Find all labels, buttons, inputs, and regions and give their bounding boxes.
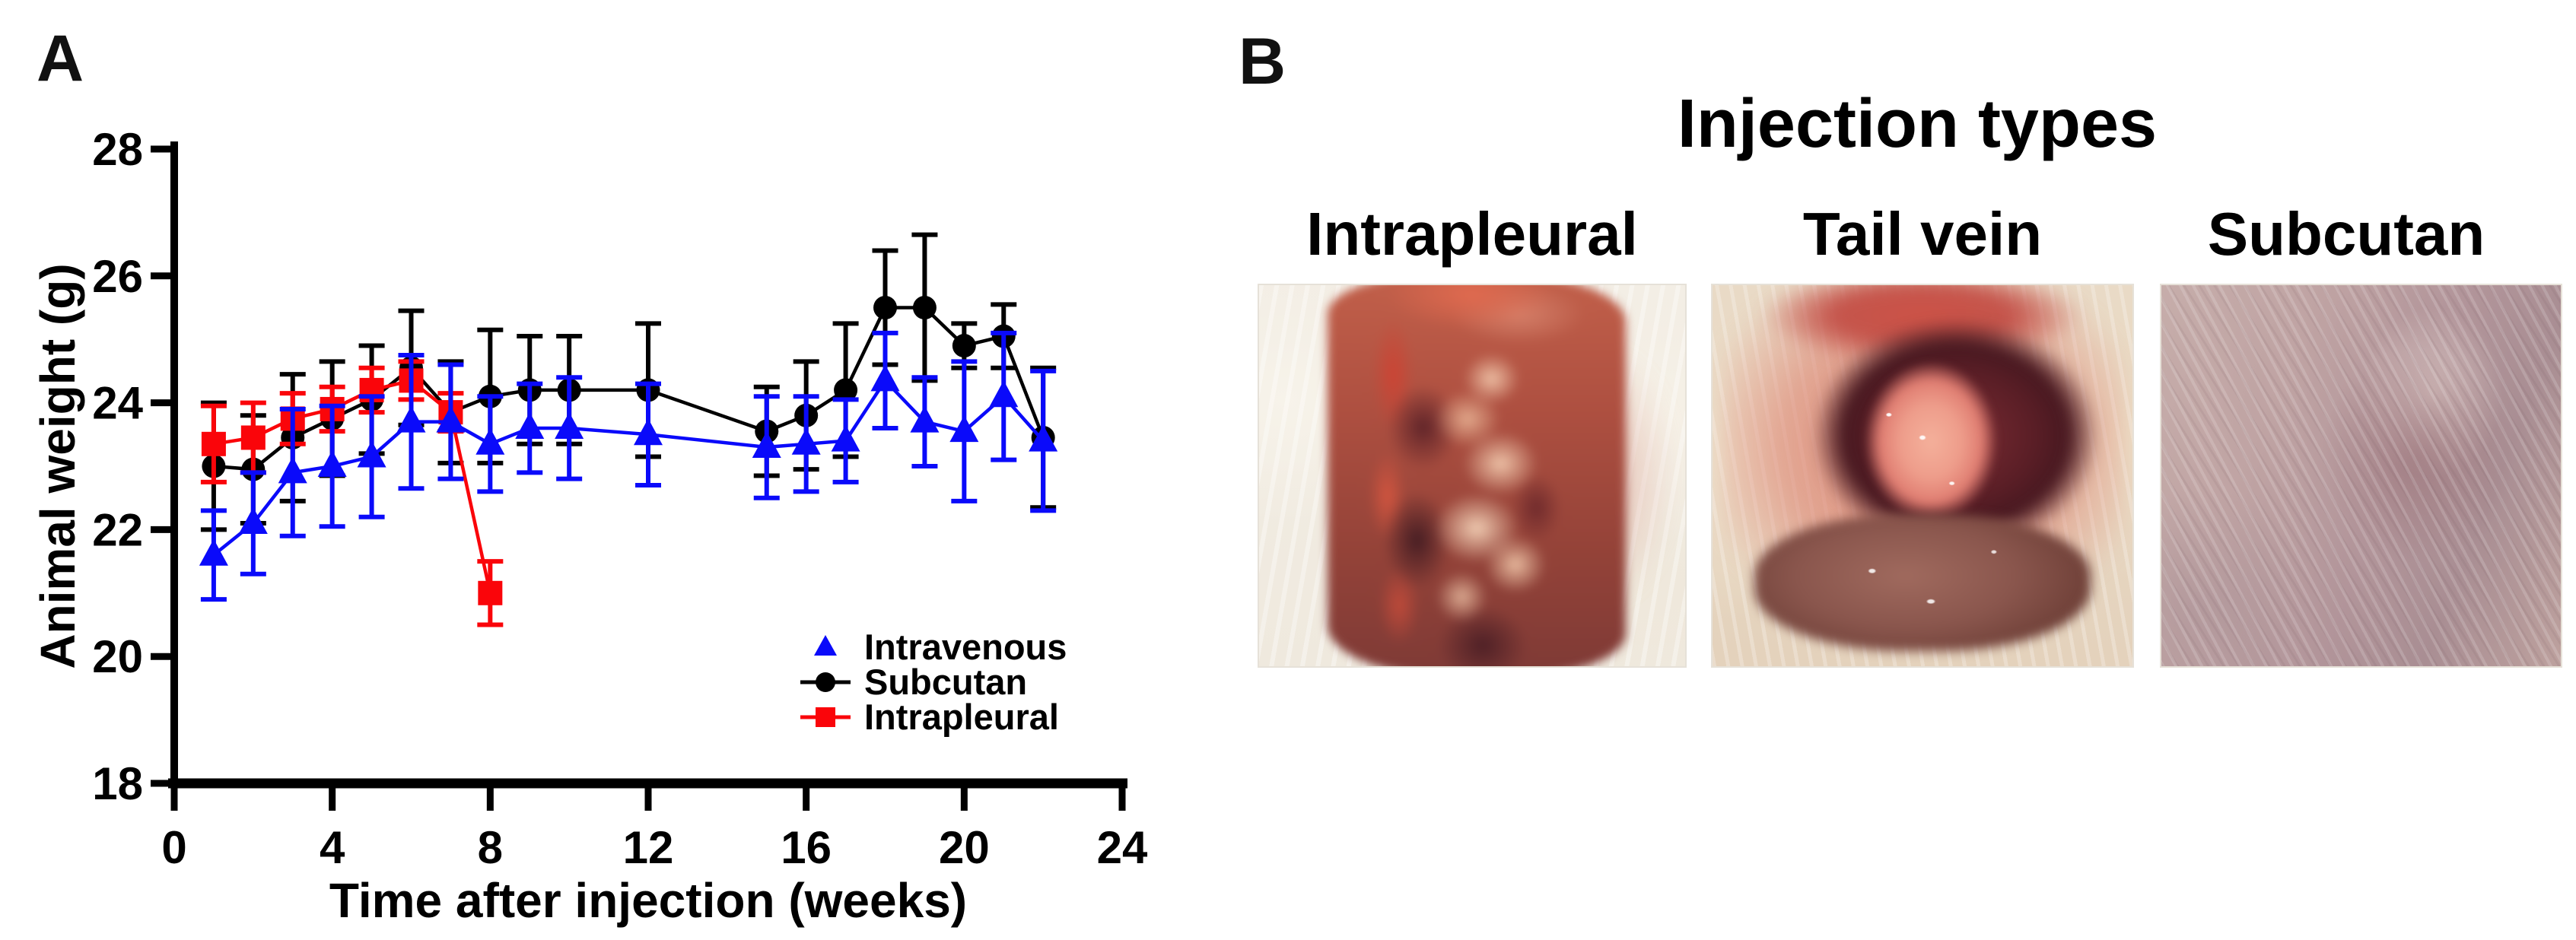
series-subcutan [200,232,1057,532]
triangle-marker [357,440,386,468]
circle-marker [873,296,897,319]
triangle-marker [317,450,347,477]
triangle-marker [238,507,268,535]
panel-b-label: B [1239,25,1286,98]
y-tick-label: 26 [92,251,143,302]
triangle-marker [1029,424,1058,452]
triangle-marker [396,405,426,433]
circle-marker [834,378,858,402]
triangle-marker [436,405,466,433]
x-tick-label: 8 [478,822,503,873]
x-tick-label: 24 [1097,822,1148,873]
square-legend-icon [800,707,851,727]
y-axis-title: Animal weight (g) [30,263,85,668]
triangle-marker [791,427,821,455]
triangle-marker [870,364,900,392]
legend-label-intravenous: Intravenous [864,627,1067,667]
triangle-marker [199,538,228,566]
triangle-marker [278,456,307,484]
injection-types-title: Injection types [1677,86,2158,162]
legend-label-subcutan: Subcutan [864,662,1028,702]
triangle-marker [475,427,505,455]
square-marker [478,580,503,605]
photo-tail-vein [1711,284,2134,668]
y-tick-label: 28 [92,124,143,175]
legend-entry-intravenous: Intravenous [797,627,1067,667]
triangle-marker [515,411,545,439]
x-tick-label: 20 [939,822,990,873]
x-tick-label: 0 [161,822,186,873]
circle-legend-icon [800,672,851,692]
circle-marker [912,296,937,319]
triangle-marker [634,418,663,446]
photo-label-subcutan: Subcutan [2207,200,2485,268]
x-tick-label: 4 [320,822,345,873]
y-tick-label: 24 [92,378,143,429]
triangle-marker [555,411,584,439]
y-tick-label: 18 [92,758,143,809]
triangle-marker [949,415,979,443]
photo-intrapleural [1258,284,1687,668]
x-tick-label: 12 [623,822,674,873]
chart-legend: Intravenous Subcutan Intrapleural [797,627,1067,737]
triangle-marker [910,405,940,433]
wet-highlights [1713,285,2132,666]
triangle-legend-icon [814,635,837,656]
series-intravenous [199,330,1058,602]
triangle-marker [752,430,781,458]
square-marker [201,431,226,456]
photo-label-intrapleural: Intrapleural [1306,200,1638,268]
panel-a-label: A [37,22,84,95]
legend-entry-intrapleural: Intrapleural [797,697,1067,737]
legend-entry-subcutan: Subcutan [797,662,1067,702]
square-marker [240,425,266,450]
y-tick-label: 22 [92,504,143,555]
y-tick-label: 20 [92,631,143,682]
tumor-tissue-strip [1327,285,1626,666]
weight-line-chart: 18 20 22 24 26 28 0 4 8 12 16 20 24 Time after inject… [30,124,1148,928]
x-tick-label: 16 [781,822,832,873]
x-axis-title: Time after injection (weeks) [329,873,967,928]
photo-subcutan [2160,284,2562,668]
series-intrapleural [200,359,504,627]
triangle-marker [989,380,1019,408]
legend-label-intrapleural: Intrapleural [864,697,1059,737]
circle-marker [952,334,976,358]
axes: 18 20 22 24 26 28 0 4 8 12 16 20 24 Time after inject… [30,124,1148,928]
triangle-marker [831,424,860,452]
photo-label-tail-vein: Tail vein [1802,200,2043,268]
